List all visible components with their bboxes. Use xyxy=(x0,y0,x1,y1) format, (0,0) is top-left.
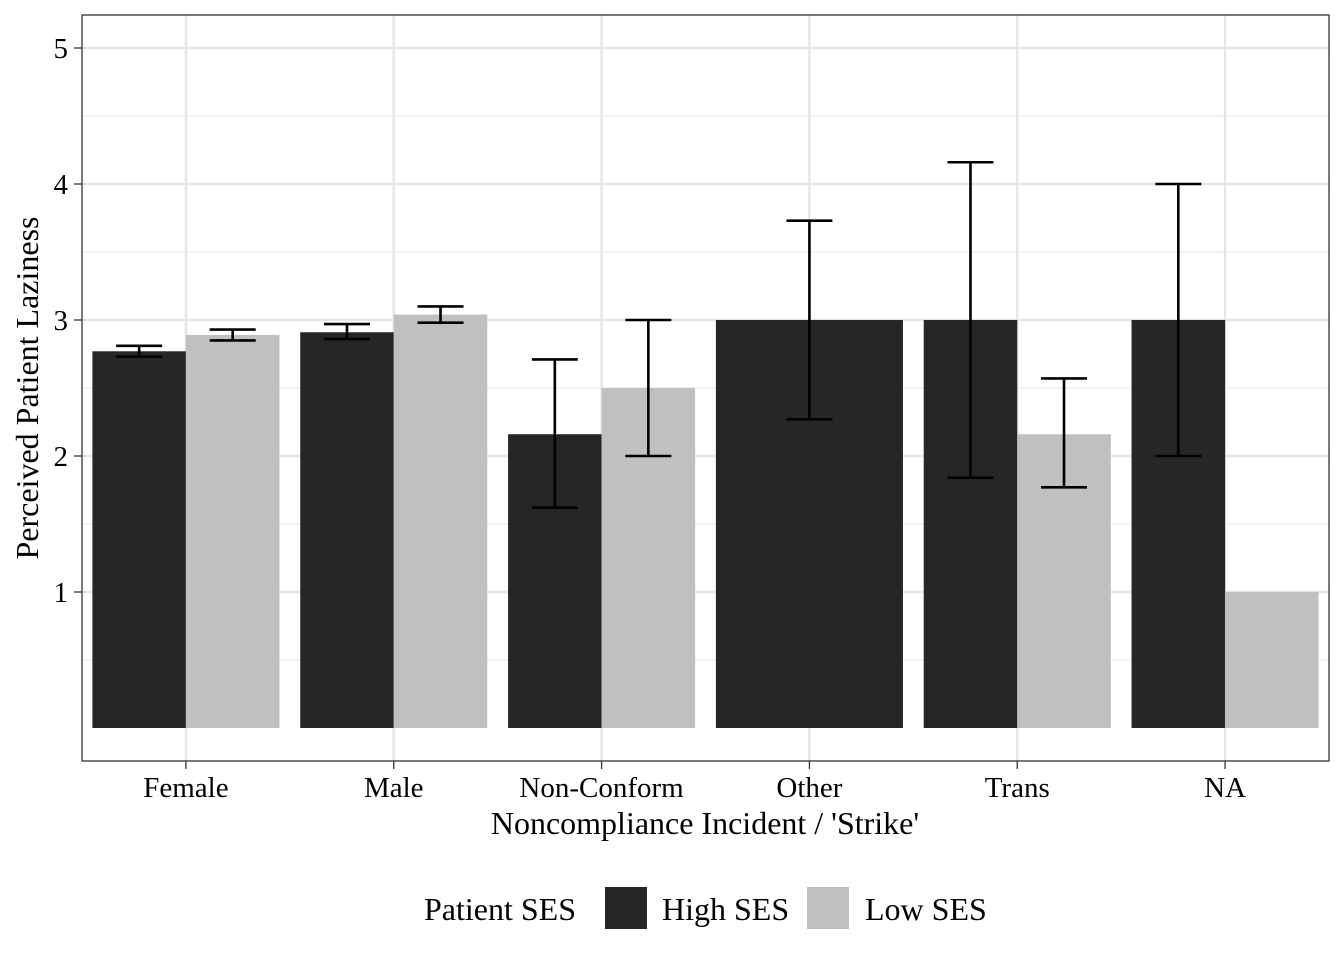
legend-key-low-ses xyxy=(807,887,849,929)
legend-title: Patient SES xyxy=(424,891,576,927)
y-tick-label: 2 xyxy=(54,441,69,473)
x-axis-title: Noncompliance Incident / 'Strike' xyxy=(491,805,919,841)
y-tick-label: 3 xyxy=(54,305,69,337)
bar-male-low-ses xyxy=(393,314,488,728)
panel-border xyxy=(81,14,1330,762)
x-tick-label: Trans xyxy=(985,772,1050,804)
error-bar-layer xyxy=(116,160,1202,509)
x-tick-label: Female xyxy=(143,772,228,804)
bar-male-high-ses xyxy=(300,332,394,728)
legend-label-low-ses: Low SES xyxy=(865,891,987,927)
bar-female-low-ses xyxy=(185,334,280,728)
bar-na-low-ses xyxy=(1225,592,1319,728)
x-tick-label: Male xyxy=(364,772,424,804)
x-tick-label: Non-Conform xyxy=(519,772,684,804)
legend-key-high-ses xyxy=(605,887,647,929)
legend-label-high-ses: High SES xyxy=(662,891,789,927)
bar-female-high-ses xyxy=(92,351,186,728)
bar-layer xyxy=(92,314,1319,728)
x-tick-label: NA xyxy=(1204,772,1246,804)
y-tick-label: 5 xyxy=(54,33,69,65)
y-axis-title: Perceived Patient Laziness xyxy=(9,217,45,560)
y-tick-label: 1 xyxy=(54,577,69,609)
y-tick-label: 4 xyxy=(54,169,69,201)
axis-layer: 1 2 3 4 5 Female Male Non-Conform Other Trans NA xyxy=(54,33,1247,804)
x-tick-label: Other xyxy=(776,772,842,804)
legend: Patient SES High SES Low SES xyxy=(424,887,987,929)
